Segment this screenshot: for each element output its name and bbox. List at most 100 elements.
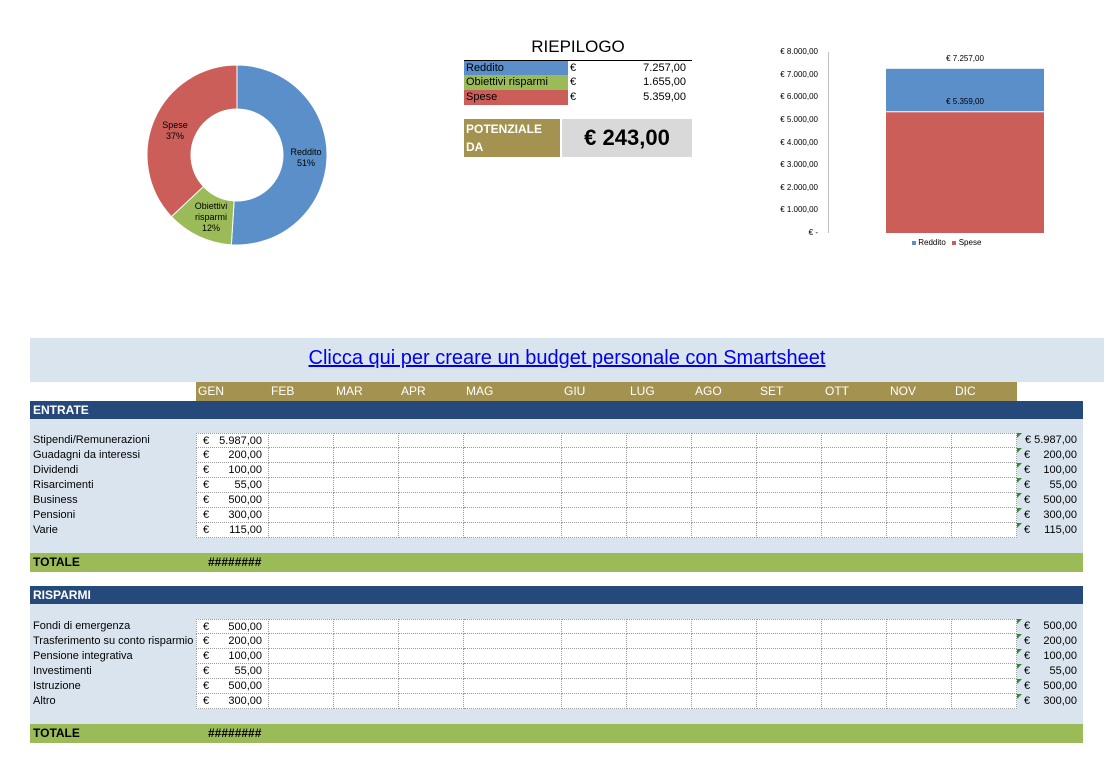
- month-cell-mar[interactable]: [334, 679, 399, 694]
- month-cell-apr[interactable]: [399, 463, 464, 478]
- month-cell-ott[interactable]: [822, 448, 887, 463]
- month-cell-ott[interactable]: [822, 694, 887, 709]
- month-cell-apr[interactable]: [399, 634, 464, 649]
- month-cell-giu[interactable]: [562, 694, 627, 709]
- month-cell-gen[interactable]: €300,00: [196, 508, 269, 523]
- month-cell-giu[interactable]: [562, 493, 627, 508]
- month-cell-ott[interactable]: [822, 523, 887, 538]
- row-total[interactable]: €100,00: [1017, 649, 1083, 664]
- month-cell-gen[interactable]: €300,00: [196, 694, 269, 709]
- month-cell-mag[interactable]: [464, 694, 562, 709]
- month-cell-dic[interactable]: [952, 664, 1017, 679]
- row-total[interactable]: €500,00: [1017, 493, 1083, 508]
- month-cell-dic[interactable]: [952, 478, 1017, 493]
- month-cell-giu[interactable]: [562, 478, 627, 493]
- month-cell-ago[interactable]: [692, 493, 757, 508]
- month-cell-nov[interactable]: [887, 523, 952, 538]
- month-cell-lug[interactable]: [627, 694, 692, 709]
- month-cell-mar[interactable]: [334, 478, 399, 493]
- month-cell-feb[interactable]: [269, 493, 334, 508]
- month-cell-set[interactable]: [757, 664, 822, 679]
- month-cell-gen[interactable]: €500,00: [196, 619, 269, 634]
- month-cell-lug[interactable]: [627, 433, 692, 448]
- month-cell-apr[interactable]: [399, 664, 464, 679]
- month-cell-mar[interactable]: [334, 634, 399, 649]
- month-cell-giu[interactable]: [562, 634, 627, 649]
- month-cell-apr[interactable]: [399, 433, 464, 448]
- month-cell-gen[interactable]: €115,00: [196, 523, 269, 538]
- month-cell-lug[interactable]: [627, 679, 692, 694]
- row-total[interactable]: €200,00: [1017, 634, 1083, 649]
- month-cell-set[interactable]: [757, 433, 822, 448]
- month-cell-ott[interactable]: [822, 463, 887, 478]
- month-cell-ago[interactable]: [692, 478, 757, 493]
- month-cell-ago[interactable]: [692, 433, 757, 448]
- month-cell-mar[interactable]: [334, 433, 399, 448]
- month-cell-dic[interactable]: [952, 619, 1017, 634]
- month-cell-lug[interactable]: [627, 508, 692, 523]
- month-cell-dic[interactable]: [952, 448, 1017, 463]
- month-cell-nov[interactable]: [887, 508, 952, 523]
- month-cell-ago[interactable]: [692, 694, 757, 709]
- month-cell-mar[interactable]: [334, 508, 399, 523]
- month-cell-ott[interactable]: [822, 478, 887, 493]
- month-cell-mar[interactable]: [334, 649, 399, 664]
- month-cell-giu[interactable]: [562, 619, 627, 634]
- month-cell-mag[interactable]: [464, 649, 562, 664]
- month-cell-gen[interactable]: €500,00: [196, 493, 269, 508]
- month-cell-feb[interactable]: [269, 634, 334, 649]
- month-cell-giu[interactable]: [562, 508, 627, 523]
- month-cell-ago[interactable]: [692, 619, 757, 634]
- month-cell-gen[interactable]: €100,00: [196, 649, 269, 664]
- month-cell-gen[interactable]: €55,00: [196, 478, 269, 493]
- month-cell-dic[interactable]: [952, 463, 1017, 478]
- month-cell-gen[interactable]: €100,00: [196, 463, 269, 478]
- month-cell-nov[interactable]: [887, 634, 952, 649]
- month-cell-set[interactable]: [757, 493, 822, 508]
- month-cell-nov[interactable]: [887, 679, 952, 694]
- month-cell-ago[interactable]: [692, 649, 757, 664]
- month-cell-ago[interactable]: [692, 448, 757, 463]
- month-cell-set[interactable]: [757, 448, 822, 463]
- month-cell-ott[interactable]: [822, 619, 887, 634]
- month-cell-nov[interactable]: [887, 463, 952, 478]
- month-cell-mag[interactable]: [464, 634, 562, 649]
- month-cell-ago[interactable]: [692, 463, 757, 478]
- month-cell-lug[interactable]: [627, 664, 692, 679]
- row-total[interactable]: €500,00: [1017, 619, 1083, 634]
- month-cell-dic[interactable]: [952, 679, 1017, 694]
- month-cell-mag[interactable]: [464, 619, 562, 634]
- month-cell-ott[interactable]: [822, 508, 887, 523]
- month-cell-nov[interactable]: [887, 478, 952, 493]
- row-total[interactable]: €500,00: [1017, 679, 1083, 694]
- month-cell-feb[interactable]: [269, 433, 334, 448]
- month-cell-ott[interactable]: [822, 493, 887, 508]
- month-cell-lug[interactable]: [627, 463, 692, 478]
- row-total[interactable]: €55,00: [1017, 664, 1083, 679]
- month-cell-set[interactable]: [757, 463, 822, 478]
- month-cell-giu[interactable]: [562, 649, 627, 664]
- month-cell-mag[interactable]: [464, 478, 562, 493]
- month-cell-ott[interactable]: [822, 649, 887, 664]
- row-total[interactable]: €300,00: [1017, 508, 1083, 523]
- month-cell-apr[interactable]: [399, 523, 464, 538]
- month-cell-mar[interactable]: [334, 664, 399, 679]
- row-total[interactable]: €100,00: [1017, 463, 1083, 478]
- month-cell-gen[interactable]: €55,00: [196, 664, 269, 679]
- month-cell-mag[interactable]: [464, 493, 562, 508]
- month-cell-feb[interactable]: [269, 523, 334, 538]
- month-cell-ago[interactable]: [692, 664, 757, 679]
- month-cell-nov[interactable]: [887, 493, 952, 508]
- month-cell-feb[interactable]: [269, 679, 334, 694]
- month-cell-gen[interactable]: €200,00: [196, 634, 269, 649]
- month-cell-giu[interactable]: [562, 433, 627, 448]
- month-cell-nov[interactable]: [887, 448, 952, 463]
- month-cell-feb[interactable]: [269, 478, 334, 493]
- month-cell-feb[interactable]: [269, 448, 334, 463]
- month-cell-lug[interactable]: [627, 478, 692, 493]
- month-cell-mag[interactable]: [464, 508, 562, 523]
- month-cell-apr[interactable]: [399, 619, 464, 634]
- month-cell-mag[interactable]: [464, 679, 562, 694]
- month-cell-set[interactable]: [757, 649, 822, 664]
- smartsheet-link[interactable]: Clicca qui per creare un budget personal…: [308, 347, 826, 369]
